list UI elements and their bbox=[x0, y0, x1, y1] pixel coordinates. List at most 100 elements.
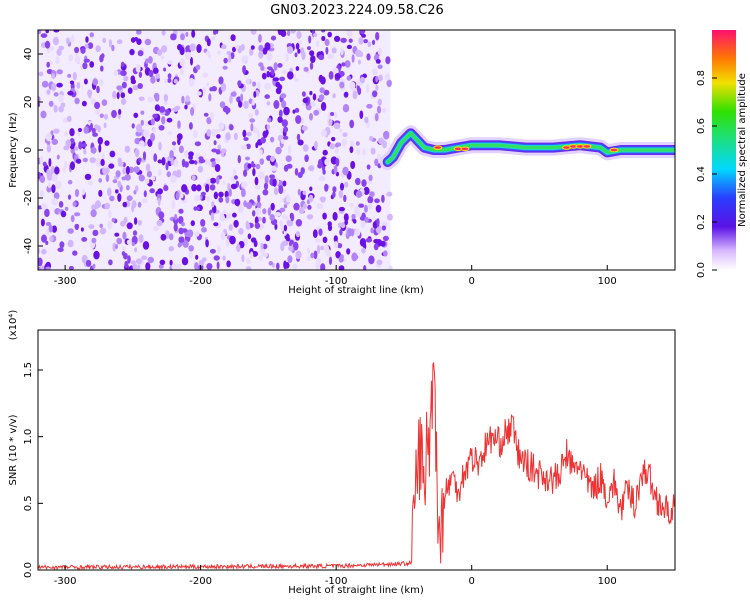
noise-blob bbox=[109, 150, 116, 158]
noise-blob bbox=[126, 185, 130, 191]
noise-blob bbox=[335, 251, 341, 259]
noise-blob bbox=[378, 74, 383, 82]
noise-blob bbox=[134, 137, 141, 145]
noise-blob bbox=[342, 166, 349, 176]
noise-blob bbox=[293, 202, 300, 211]
noise-blob bbox=[256, 81, 261, 90]
noise-blob bbox=[286, 220, 294, 227]
spectrogram-y-tick-label: -40 bbox=[23, 238, 34, 254]
noise-blob bbox=[152, 127, 157, 133]
noise-blob bbox=[173, 158, 179, 168]
noise-blob bbox=[355, 141, 360, 146]
snr-x-tick-label: -300 bbox=[54, 576, 77, 587]
noise-blob bbox=[358, 59, 361, 65]
noise-blob bbox=[220, 148, 227, 153]
noise-blob bbox=[349, 140, 355, 147]
noise-blob bbox=[98, 144, 102, 153]
noise-blob bbox=[50, 165, 56, 175]
noise-blob bbox=[221, 44, 227, 50]
noise-blob bbox=[340, 37, 347, 43]
snr-frame bbox=[37, 329, 676, 571]
noise-blob bbox=[251, 160, 255, 168]
noise-blob bbox=[108, 163, 115, 169]
noise-blob bbox=[222, 65, 228, 70]
noise-blob bbox=[139, 140, 145, 147]
noise-blob bbox=[39, 155, 44, 165]
noise-blob bbox=[188, 122, 193, 130]
noise-blob bbox=[368, 202, 373, 210]
noise-blob bbox=[254, 109, 259, 116]
spectrogram-x-tick-label: 0 bbox=[469, 276, 475, 287]
noise-blob bbox=[153, 153, 158, 162]
noise-blob bbox=[351, 54, 355, 63]
noise-blob bbox=[363, 186, 370, 195]
noise-blob bbox=[334, 241, 339, 249]
noise-blob bbox=[328, 256, 333, 265]
noise-blob bbox=[275, 81, 281, 88]
noise-blob bbox=[117, 193, 122, 202]
noise-blob bbox=[243, 200, 247, 208]
noise-blob bbox=[237, 80, 242, 87]
noise-blob bbox=[270, 35, 277, 41]
noise-blob bbox=[241, 188, 246, 198]
noise-blob bbox=[283, 135, 289, 140]
noise-blob bbox=[53, 192, 60, 200]
noise-blob bbox=[335, 171, 340, 177]
noise-blob bbox=[294, 78, 300, 83]
noise-blob bbox=[223, 57, 228, 64]
noise-blob bbox=[292, 74, 297, 79]
noise-blob bbox=[220, 231, 226, 241]
noise-blob bbox=[83, 78, 88, 85]
noise-blob bbox=[236, 243, 241, 253]
noise-blob bbox=[156, 49, 163, 56]
noise-blob bbox=[117, 157, 122, 164]
noise-blob bbox=[58, 45, 65, 51]
noise-blob bbox=[373, 243, 379, 251]
noise-blob bbox=[138, 234, 144, 244]
noise-blob bbox=[127, 255, 131, 264]
noise-blob bbox=[183, 150, 189, 158]
noise-blob bbox=[328, 118, 332, 127]
noise-blob bbox=[174, 105, 181, 111]
noise-blob bbox=[272, 77, 280, 82]
noise-blob bbox=[313, 250, 318, 260]
noise-blob bbox=[302, 190, 307, 195]
noise-blob bbox=[344, 91, 349, 98]
noise-blob bbox=[150, 75, 156, 84]
noise-blob bbox=[46, 172, 53, 181]
noise-blob bbox=[292, 241, 299, 251]
noise-blob bbox=[48, 100, 54, 107]
snr-y-multiplier: (x10⁴) bbox=[8, 310, 19, 341]
noise-blob bbox=[38, 71, 44, 77]
noise-blob bbox=[312, 229, 318, 239]
noise-blob bbox=[334, 147, 339, 154]
noise-blob bbox=[133, 217, 138, 225]
noise-blob bbox=[292, 109, 296, 114]
noise-blob bbox=[296, 30, 302, 40]
noise-blob bbox=[346, 248, 351, 255]
colorbar-label: Normalized spectral amplitude bbox=[737, 73, 748, 227]
noise-blob bbox=[84, 173, 92, 181]
noise-blob bbox=[92, 78, 99, 86]
noise-blob bbox=[105, 174, 110, 183]
noise-blob bbox=[232, 46, 236, 53]
noise-blob bbox=[40, 110, 47, 119]
noise-blob bbox=[298, 207, 305, 214]
noise-blob bbox=[51, 73, 56, 80]
noise-blob bbox=[313, 142, 318, 149]
noise-blob bbox=[69, 128, 75, 137]
spectrogram-x-tick-label: -200 bbox=[189, 276, 212, 287]
noise-blob bbox=[343, 194, 347, 203]
noise-blob bbox=[262, 216, 266, 224]
noise-blob bbox=[200, 219, 206, 227]
noise-blob bbox=[66, 37, 70, 45]
noise-blob bbox=[136, 123, 143, 133]
noise-blob bbox=[270, 68, 275, 76]
noise-blob bbox=[258, 171, 265, 180]
noise-blob bbox=[316, 40, 320, 48]
noise-blob bbox=[64, 131, 68, 137]
noise-blob bbox=[370, 147, 376, 155]
noise-blob bbox=[269, 174, 276, 179]
noise-blob bbox=[234, 198, 241, 207]
noise-blob bbox=[242, 65, 247, 74]
